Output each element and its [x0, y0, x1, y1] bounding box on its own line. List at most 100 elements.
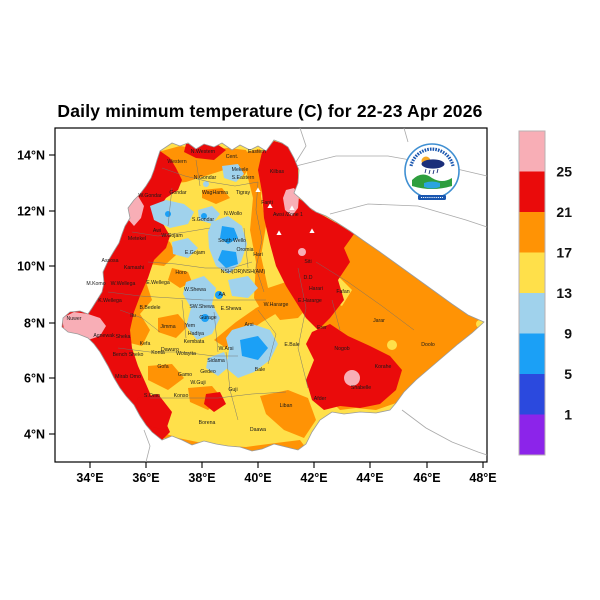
zone-label: K.Wellega: [98, 298, 122, 304]
zone-label: S.Eastern: [232, 175, 255, 181]
zone-label: E.Hararge: [298, 298, 322, 304]
colorbar-label: 9: [564, 326, 572, 342]
colorbar-cell: [519, 131, 545, 172]
colorbar-label: 5: [564, 366, 572, 382]
zone-label: Fanti: [261, 200, 273, 206]
zone-label: Gofa: [157, 364, 168, 370]
zone-label: Bale: [255, 367, 265, 373]
zone-label: Siti: [304, 259, 311, 265]
zone-label: Wolayita: [176, 351, 196, 357]
zone-label: Doolo: [421, 342, 435, 348]
y-tick-label: 8°N: [24, 317, 45, 331]
zone-label: E.Bale: [284, 342, 299, 348]
colorbar-cell: [519, 374, 545, 415]
zone-label: AA: [219, 292, 226, 298]
region-red: [258, 141, 354, 330]
chart-title: Daily minimum temperature (C) for 22-23 …: [57, 101, 483, 121]
zone-label: Daawa: [250, 427, 266, 433]
region-mblue: [218, 250, 238, 268]
region-red: [136, 394, 172, 430]
region-orange: [148, 364, 184, 390]
zone-label: Assosa: [101, 258, 118, 264]
region-mblue: [165, 211, 171, 217]
region-orange: [156, 146, 252, 184]
region-mblue: [215, 291, 223, 299]
x-tick-label: 34°E: [76, 471, 103, 485]
zone-label: Afder: [314, 396, 327, 402]
zone-labels: Western N.Western Cent. Eastern Mekele S.East…: [67, 149, 435, 433]
y-axis: 14°N 12°N 10°N 8°N 6°N 4°N: [17, 149, 55, 442]
zone-label: Fafan: [336, 289, 349, 295]
colorbar-cell: [519, 212, 545, 253]
zone-label: E.Wellega: [146, 280, 170, 286]
colorbar-labels: 25 21 17 13 9 5 1: [556, 164, 572, 423]
zone-label: Bench Sheko: [113, 352, 144, 358]
region-pink: [283, 188, 299, 216]
colorbar-cell: [519, 293, 545, 334]
y-tick-label: 12°N: [17, 205, 45, 219]
region-lblue: [183, 276, 220, 340]
zone-label: Yem: [185, 323, 195, 329]
zone-label: Western: [167, 159, 186, 165]
zone-label: Nogob: [334, 346, 349, 352]
zone-label: Nuwer: [67, 316, 82, 322]
zone-label: Guji: [228, 387, 237, 393]
zone-label: Konta: [151, 350, 165, 356]
zone-label: Arsi: [245, 322, 254, 328]
zone-label: Sheka: [116, 334, 131, 340]
region-mblue: [240, 336, 268, 360]
logo-cloud-icon: [421, 159, 445, 169]
region-red: [306, 324, 402, 410]
logo-rain-icon: [424, 168, 439, 175]
zone-label: Eastern: [248, 149, 266, 155]
zone-label: Kamashi: [124, 265, 144, 271]
zone-label: W.Gojam: [161, 233, 182, 239]
zone-label: S.Gondar: [192, 217, 214, 223]
zone-label: Erer: [317, 325, 327, 331]
zone-label: W.Arsi: [219, 346, 234, 352]
region-orange: [246, 149, 276, 318]
zone-label: Jarar: [373, 318, 385, 324]
temperature-shading: [62, 140, 484, 451]
region-orange: [158, 314, 188, 338]
region-red: [204, 392, 226, 412]
zone-label: Cent.: [226, 154, 238, 160]
zone-label: Harari: [309, 286, 323, 292]
zone-label: Metekel: [128, 236, 146, 242]
zone-label: Dawuro: [161, 347, 179, 353]
region-lblue: [222, 164, 244, 182]
region-orange: [150, 428, 306, 451]
zone-label: Horo: [175, 270, 186, 276]
y-tick-label: 4°N: [24, 428, 45, 442]
y-tick-label: 10°N: [17, 260, 45, 274]
zone-label: E.Gojam: [185, 250, 205, 256]
x-axis: 34°E 36°E 38°E 40°E 42°E 44°E 46°E 48°E: [76, 462, 497, 485]
zone-label: SW.Shewa: [189, 304, 214, 310]
colorbar: [519, 131, 545, 455]
x-tick-label: 48°E: [469, 471, 496, 485]
zone-label: D.D: [304, 275, 313, 281]
zone-label: Mekele: [232, 167, 249, 173]
zone-label: Gamo: [178, 372, 192, 378]
colorbar-label: 13: [556, 285, 572, 301]
zone-label: W.Wellega: [111, 281, 136, 287]
zone-label: Kembata: [184, 339, 205, 345]
zone-label: Sidama: [207, 358, 225, 364]
zone-label: Jimma: [160, 324, 175, 330]
ethiopia-outline: [61, 139, 485, 452]
zone-label: Hari: [253, 252, 263, 258]
x-tick-label: 46°E: [413, 471, 440, 485]
zone-label: W.Gondar: [138, 193, 162, 199]
x-tick-label: 44°E: [356, 471, 383, 485]
region-lblue: [172, 238, 198, 258]
emi-logo-icon: [404, 143, 460, 200]
region-yellow: [387, 340, 397, 350]
station-markers: [255, 187, 315, 235]
x-tick-label: 36°E: [132, 471, 159, 485]
zone-label: N.Wollo: [224, 211, 242, 217]
region-lblue: [150, 200, 194, 228]
colorbar-frame: [518, 130, 546, 456]
zone-label: Kilbas: [270, 169, 285, 175]
zone-label: Tigray: [236, 190, 251, 196]
y-tick-label: 14°N: [17, 149, 45, 163]
